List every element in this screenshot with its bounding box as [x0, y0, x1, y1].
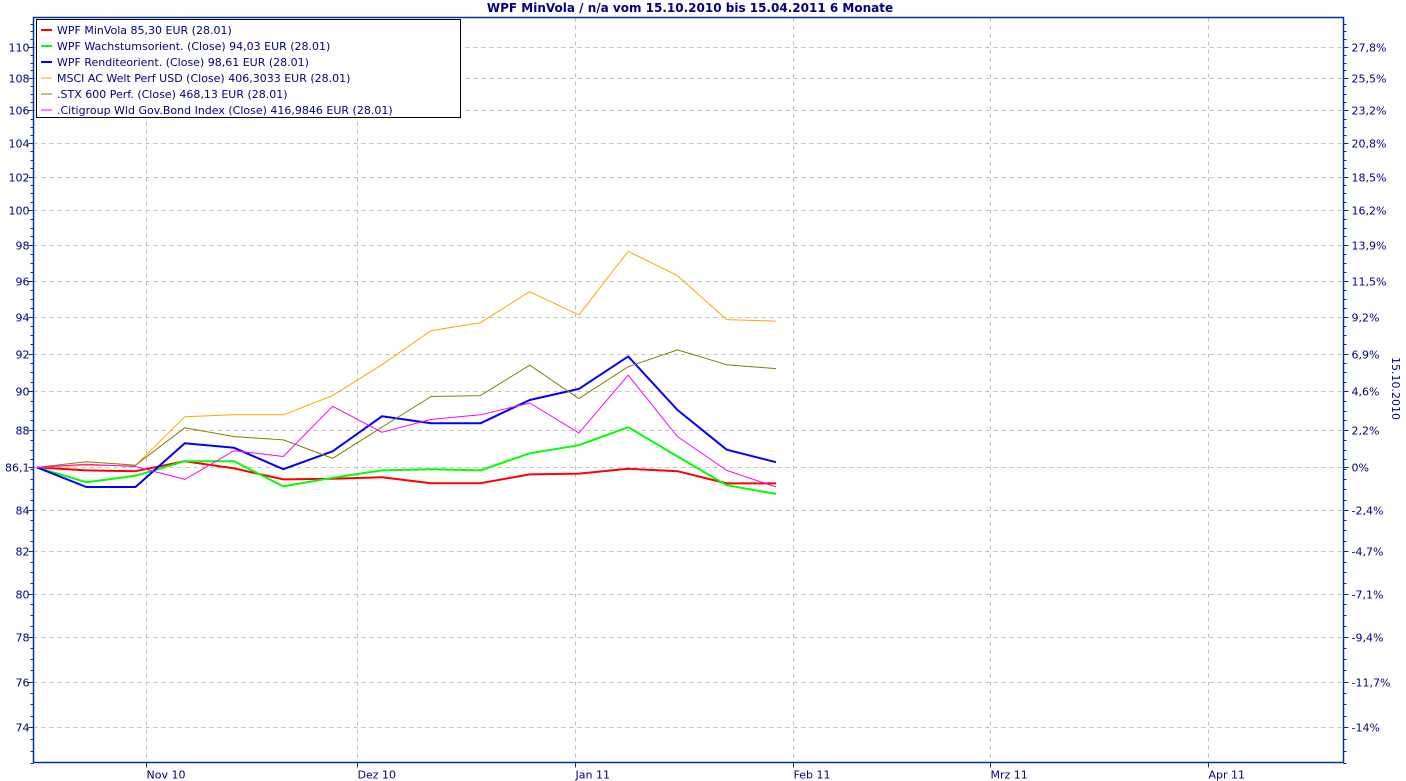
series-line-3 — [36, 250, 777, 468]
x-tick-label: Feb 11 — [794, 769, 831, 781]
x-tick-label: Jan 11 — [575, 769, 610, 781]
y-tick-label: 110 — [9, 42, 30, 55]
y-tick-label-pct: -7,1% — [1352, 589, 1384, 602]
y-tick-label: 90 — [16, 386, 30, 399]
legend-entry: WPF MinVola 85,30 EUR (28.01) — [57, 24, 232, 37]
y-tick-label-pct: -11,7% — [1352, 677, 1391, 690]
y-tick-label-pct: 13,9% — [1352, 240, 1387, 253]
y-tick-label: 74 — [16, 722, 30, 735]
y-tick-label-pct: 16,2% — [1352, 205, 1387, 218]
y-tick-label-pct: -2,4% — [1352, 505, 1384, 518]
y-tick-label-pct: 6,9% — [1352, 349, 1380, 362]
legend: WPF MinVola 85,30 EUR (28.01) WPF Wachstu… — [36, 19, 461, 118]
y-tick-label: 106 — [9, 105, 30, 118]
x-tick-label: Apr 11 — [1209, 769, 1246, 781]
y-tick-label: 86,1 — [5, 462, 30, 475]
y-tick-label-pct: 11,5% — [1352, 276, 1387, 289]
series-line-5 — [36, 374, 777, 488]
y-tick-label: 96 — [16, 276, 30, 289]
x-tick-label: Dez 10 — [358, 769, 397, 781]
x-tick-label: Nov 10 — [147, 769, 186, 781]
y-tick-label-pct: -9,4% — [1352, 632, 1384, 645]
y-tick-label-pct: 27,8% — [1352, 42, 1387, 55]
y-tick-label-pct: 2,2% — [1352, 425, 1380, 438]
legend-entry: WPF Wachstumsorient. (Close) 94,03 EUR (… — [57, 40, 330, 53]
legend-entry: .STX 600 Perf. (Close) 468,13 EUR (28.01… — [57, 88, 288, 101]
y-tick-label: 98 — [16, 240, 30, 253]
y-tick-label-pct: -14% — [1352, 722, 1380, 735]
series-line-2 — [36, 355, 777, 488]
y-tick-label: 88 — [16, 425, 30, 438]
series-group — [36, 250, 777, 495]
legend-box — [36, 19, 461, 118]
y-tick-label: 94 — [16, 312, 30, 325]
y-tick-label: 78 — [16, 632, 30, 645]
y-tick-label-pct: -4,7% — [1352, 546, 1384, 559]
y-tick-label: 82 — [16, 546, 30, 559]
legend-entry: MSCI AC Welt Perf USD (Close) 406,3033 E… — [57, 72, 350, 85]
y-tick-label-pct: 25,5% — [1352, 73, 1387, 86]
y-tick-label: 92 — [16, 349, 30, 362]
y-tick-label-pct: 9,2% — [1352, 312, 1380, 325]
legend-entry: WPF Renditeorient. (Close) 98,61 EUR (28… — [57, 56, 309, 69]
y-tick-label: 76 — [16, 677, 30, 690]
y-tick-label-pct: 20,8% — [1352, 138, 1387, 151]
x-tick-label: Mrz 11 — [991, 769, 1028, 781]
y-tick-label-pct: 0% — [1352, 462, 1369, 475]
y-tick-label: 100 — [9, 205, 30, 218]
axes: 110 27,8% 108 25,5% 106 23,2% 104 20,8% 102 18,5%… — [5, 24, 1391, 781]
y-tick-label: 80 — [16, 589, 30, 602]
right-axis-label: 15.10.2010 — [1389, 357, 1402, 420]
y-tick-label-pct: 18,5% — [1352, 172, 1387, 185]
y-tick-label-pct: 23,2% — [1352, 105, 1387, 118]
y-tick-label: 84 — [16, 505, 30, 518]
chart-title: WPF MinVola / n/a vom 15.10.2010 bis 15.… — [487, 1, 893, 15]
y-tick-label: 108 — [9, 73, 30, 86]
y-tick-label-pct: 4,6% — [1352, 386, 1380, 399]
plot-frame — [32, 16, 1345, 764]
series-line-4 — [36, 349, 777, 468]
legend-entry: .Citigroup Wld Gov.Bond Index (Close) 41… — [57, 104, 393, 117]
grid — [33, 17, 1344, 763]
y-tick-label: 104 — [9, 138, 30, 151]
series-line-1 — [36, 426, 777, 495]
y-tick-label: 102 — [9, 172, 30, 185]
